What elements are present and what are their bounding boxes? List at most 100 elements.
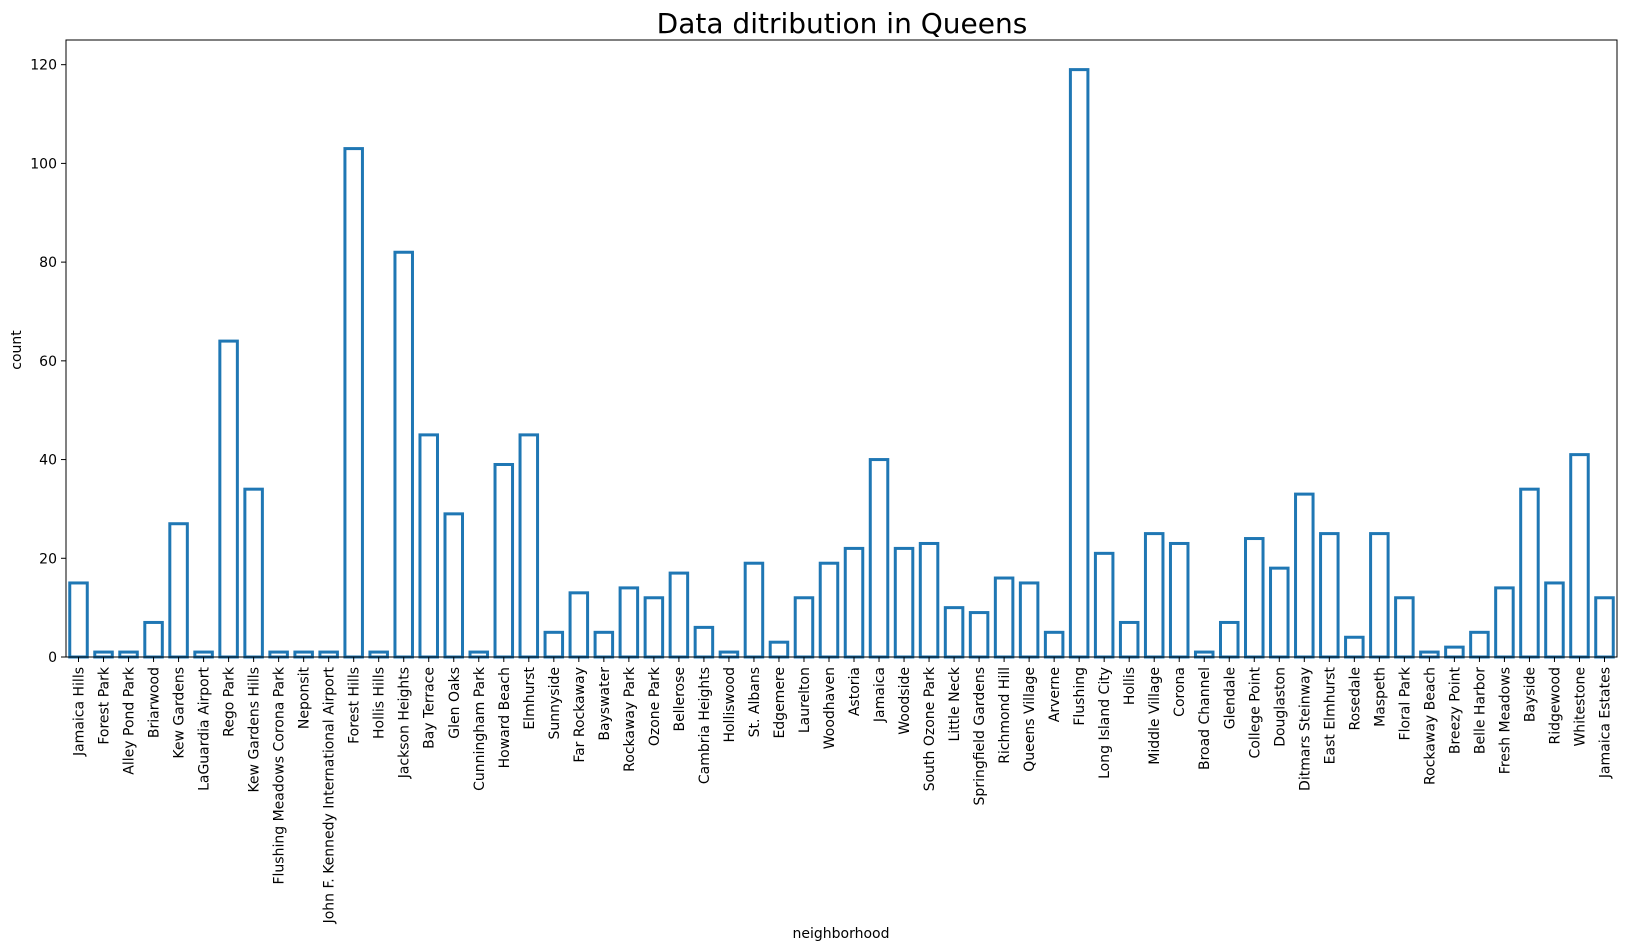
x-tick-label: Jamaica Hills bbox=[72, 667, 88, 757]
x-tick-label: Glen Oaks bbox=[447, 667, 463, 739]
x-tick-label: Rosedale bbox=[1347, 667, 1363, 731]
bar bbox=[318, 650, 339, 659]
bar bbox=[418, 433, 439, 659]
x-tick-label: East Elmhurst bbox=[1322, 667, 1338, 765]
x-tick-label: Ridgewood bbox=[1547, 667, 1563, 744]
bar bbox=[793, 596, 815, 659]
x-tick-label: Forest Hills bbox=[347, 667, 363, 744]
bar bbox=[1168, 541, 1190, 659]
x-tick-label: Springfield Gardens bbox=[972, 667, 988, 805]
bar bbox=[743, 561, 765, 659]
bar bbox=[668, 571, 690, 659]
bar bbox=[1118, 620, 1140, 659]
bar bbox=[268, 650, 289, 659]
y-tick-label: 120 bbox=[30, 58, 57, 74]
bar bbox=[843, 546, 865, 659]
x-tick-label: Jackson Heights bbox=[397, 667, 413, 779]
x-tick-label: Holliswood bbox=[722, 667, 738, 743]
y-tick-label: 60 bbox=[39, 354, 57, 370]
x-tick-label: Broad Channel bbox=[1197, 667, 1213, 770]
bar bbox=[293, 650, 314, 659]
plot-frame bbox=[65, 39, 1618, 658]
bar bbox=[1093, 551, 1115, 659]
y-tick-label: 20 bbox=[39, 551, 57, 567]
x-tick-label: Woodhaven bbox=[822, 667, 838, 749]
x-tick-label: Ozone Park bbox=[647, 666, 663, 746]
x-tick-label: Long Island City bbox=[1097, 667, 1113, 779]
x-tick-label: Woodside bbox=[897, 667, 913, 735]
bar bbox=[768, 640, 790, 659]
bar bbox=[1244, 537, 1265, 659]
x-tick-label: Jamaica bbox=[872, 667, 888, 723]
bar bbox=[1544, 581, 1565, 659]
x-tick-label: LaGuardia Airport bbox=[197, 666, 213, 790]
bar bbox=[1068, 68, 1090, 659]
y-tick-label: 40 bbox=[39, 453, 57, 469]
x-tick-label: Corona bbox=[1172, 667, 1188, 717]
bar bbox=[1394, 596, 1415, 659]
bar bbox=[1569, 453, 1590, 659]
bar bbox=[468, 650, 490, 659]
bar bbox=[1043, 630, 1065, 659]
bar bbox=[443, 512, 465, 659]
bar bbox=[893, 546, 915, 659]
x-tick-label: Rockaway Park bbox=[622, 666, 638, 772]
bar bbox=[968, 611, 990, 659]
x-tick-label: South Ozone Park bbox=[922, 666, 938, 791]
bar bbox=[93, 650, 114, 659]
x-tick-label: Bay Terrace bbox=[422, 667, 438, 749]
x-tick-label: St. Albans bbox=[747, 667, 763, 737]
bar bbox=[568, 591, 590, 659]
bar bbox=[1494, 586, 1515, 659]
bar bbox=[1369, 532, 1390, 659]
y-axis: 0 20 40 60 80 100 120 bbox=[30, 58, 66, 666]
y-axis-label: count bbox=[9, 330, 25, 370]
bar bbox=[218, 339, 239, 659]
x-tick-label: Sunnyside bbox=[547, 667, 563, 739]
bar bbox=[1143, 532, 1165, 659]
x-tick-label: Flushing Meadows Corona Park bbox=[272, 666, 288, 884]
x-tick-label: Laurelton bbox=[797, 667, 813, 733]
bar bbox=[1018, 581, 1040, 659]
bar bbox=[118, 650, 139, 659]
bar bbox=[693, 625, 715, 659]
x-tick-label: John F. Kennedy International Airport bbox=[322, 667, 338, 925]
x-tick-label: Glendale bbox=[1222, 667, 1238, 729]
x-tick-label: Floral Park bbox=[1397, 666, 1413, 740]
x-tick-label: Astoria bbox=[847, 667, 863, 716]
x-tick-label: Maspeth bbox=[1372, 667, 1388, 727]
x-tick-label: Hollis Hills bbox=[372, 667, 388, 739]
bar bbox=[918, 541, 940, 659]
bar bbox=[943, 606, 965, 659]
x-tick-label: Richmond Hill bbox=[997, 667, 1013, 764]
bar bbox=[1218, 620, 1240, 659]
x-tick-label: Bellerose bbox=[672, 667, 688, 732]
x-tick-label: Bayside bbox=[1522, 667, 1538, 722]
bar bbox=[368, 650, 389, 659]
x-axis-label: neighborhood bbox=[793, 926, 890, 942]
x-tick-label: Forest Park bbox=[97, 666, 113, 745]
x-tick-label: Elmhurst bbox=[522, 667, 538, 730]
bar bbox=[518, 433, 540, 659]
x-tick-label: Whitestone bbox=[1572, 667, 1588, 747]
bar bbox=[168, 522, 189, 659]
bar bbox=[643, 596, 665, 659]
bar bbox=[1594, 596, 1615, 659]
bar bbox=[993, 576, 1015, 659]
bar bbox=[1344, 635, 1365, 659]
x-tick-label: Ditmars Steinway bbox=[1297, 667, 1313, 791]
x-tick-label: Kew Gardens bbox=[172, 667, 188, 759]
x-tick-label: Neponsit bbox=[297, 666, 313, 729]
x-tick-label: Rego Park bbox=[222, 666, 238, 737]
x-tick-label: Far Rockaway bbox=[572, 667, 588, 763]
bar bbox=[1294, 492, 1315, 659]
x-tick-label: Cambria Heights bbox=[697, 667, 713, 784]
x-tick-label: Breezy Point bbox=[1447, 666, 1463, 754]
bar bbox=[868, 458, 890, 659]
x-axis: Jamaica Hills Forest Park Alley Pond Park B… bbox=[72, 657, 1613, 925]
bar bbox=[1469, 630, 1490, 659]
x-tick-label: Little Neck bbox=[947, 666, 963, 741]
x-tick-label: Briarwood bbox=[147, 667, 163, 738]
x-tick-label: Queens Village bbox=[1022, 667, 1038, 772]
